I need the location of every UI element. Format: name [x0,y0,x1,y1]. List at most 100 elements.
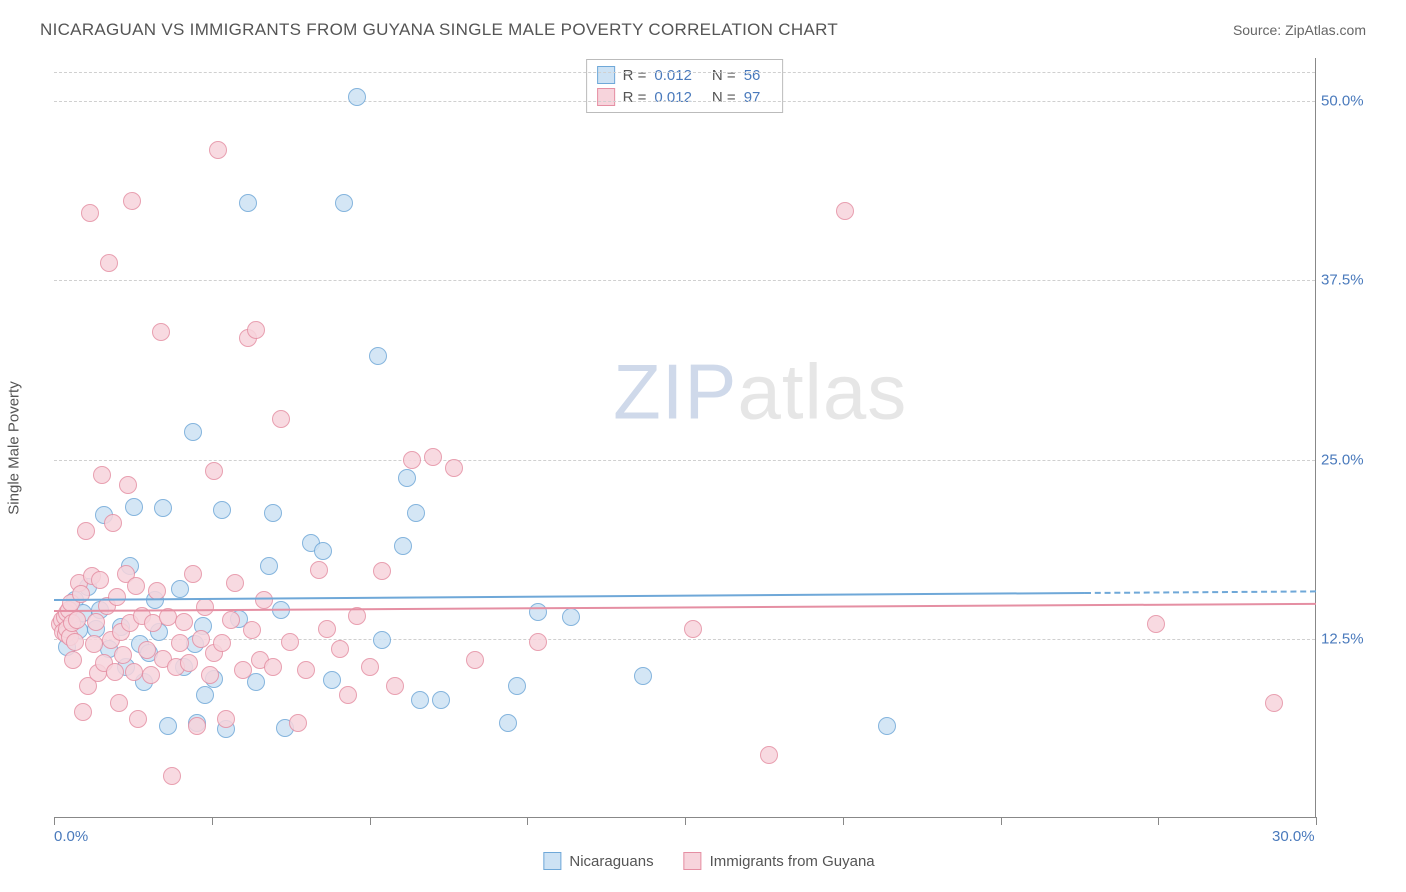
data-point [127,577,145,595]
data-point [255,591,273,609]
data-point [171,580,189,598]
data-point [836,202,854,220]
bottom-legend: Nicaraguans Immigrants from Guyana [543,852,874,870]
stats-row: R =0.012N =97 [597,86,773,108]
data-point [93,466,111,484]
data-point [247,321,265,339]
stat-n-value: 97 [744,89,761,106]
data-point [348,88,366,106]
x-tick [1316,817,1317,825]
data-point [407,504,425,522]
data-point [209,141,227,159]
trend-line [1085,590,1316,594]
data-point [403,451,421,469]
data-point [81,204,99,222]
data-point [196,598,214,616]
x-tick [843,817,844,825]
stat-r-label: R = [623,89,647,106]
data-point [272,410,290,428]
x-tick [370,817,371,825]
y-tick-label: 37.5% [1321,272,1367,289]
legend-swatch [543,852,561,870]
data-point [66,633,84,651]
data-point [226,574,244,592]
data-point [297,661,315,679]
data-point [171,634,189,652]
legend-item: Immigrants from Guyana [684,852,875,870]
data-point [64,651,82,669]
stat-r-value: 0.012 [654,67,692,84]
data-point [331,640,349,658]
data-point [188,717,206,735]
data-point [100,254,118,272]
legend-label: Immigrants from Guyana [710,853,875,870]
gridline [54,460,1315,461]
data-point [424,448,442,466]
data-point [432,691,450,709]
data-point [87,613,105,631]
chart-title: NICARAGUAN VS IMMIGRANTS FROM GUYANA SIN… [40,20,838,40]
watermark: ZIPatlas [613,346,907,437]
data-point [125,663,143,681]
data-point [152,323,170,341]
data-point [205,462,223,480]
data-point [323,671,341,689]
data-point [85,635,103,653]
data-point [264,658,282,676]
data-point [180,654,198,672]
data-point [104,514,122,532]
data-point [234,661,252,679]
data-point [196,686,214,704]
x-tick-label: 30.0% [1272,828,1315,845]
y-tick-label: 25.0% [1321,451,1367,468]
data-point [77,522,95,540]
source-attribution: Source: ZipAtlas.com [1233,22,1366,38]
legend-swatch [597,66,615,84]
data-point [499,714,517,732]
y-tick-label: 12.5% [1321,630,1367,647]
data-point [213,634,231,652]
data-point [114,646,132,664]
data-point [264,504,282,522]
gridline [54,280,1315,281]
data-point [314,542,332,560]
data-point [175,613,193,631]
data-point [119,476,137,494]
x-tick [212,817,213,825]
x-tick-label: 0.0% [54,828,88,845]
stat-r-value: 0.012 [654,89,692,106]
data-point [159,717,177,735]
data-point [129,710,147,728]
watermark-right: atlas [737,347,907,435]
data-point [760,746,778,764]
data-point [445,459,463,477]
data-point [310,561,328,579]
legend-label: Nicaraguans [569,853,653,870]
data-point [398,469,416,487]
plot-area: ZIPatlas R =0.012N =56R =0.012N =97 12.5… [54,58,1316,818]
data-point [74,703,92,721]
data-point [163,767,181,785]
data-point [373,631,391,649]
trend-line [54,592,1085,601]
data-point [529,603,547,621]
data-point [562,608,580,626]
stat-r-label: R = [623,67,647,84]
x-tick [527,817,528,825]
gridline [54,639,1315,640]
legend-swatch [597,88,615,106]
data-point [684,620,702,638]
y-tick-label: 50.0% [1321,93,1367,110]
data-point [222,611,240,629]
data-point [394,537,412,555]
x-tick [54,817,55,825]
chart-container: Single Male Poverty ZIPatlas R =0.012N =… [54,58,1364,838]
data-point [108,588,126,606]
stats-legend-box: R =0.012N =56R =0.012N =97 [586,59,784,113]
data-point [201,666,219,684]
y-axis-label: Single Male Poverty [6,381,23,514]
data-point [373,562,391,580]
data-point [213,501,231,519]
data-point [386,677,404,695]
data-point [529,633,547,651]
